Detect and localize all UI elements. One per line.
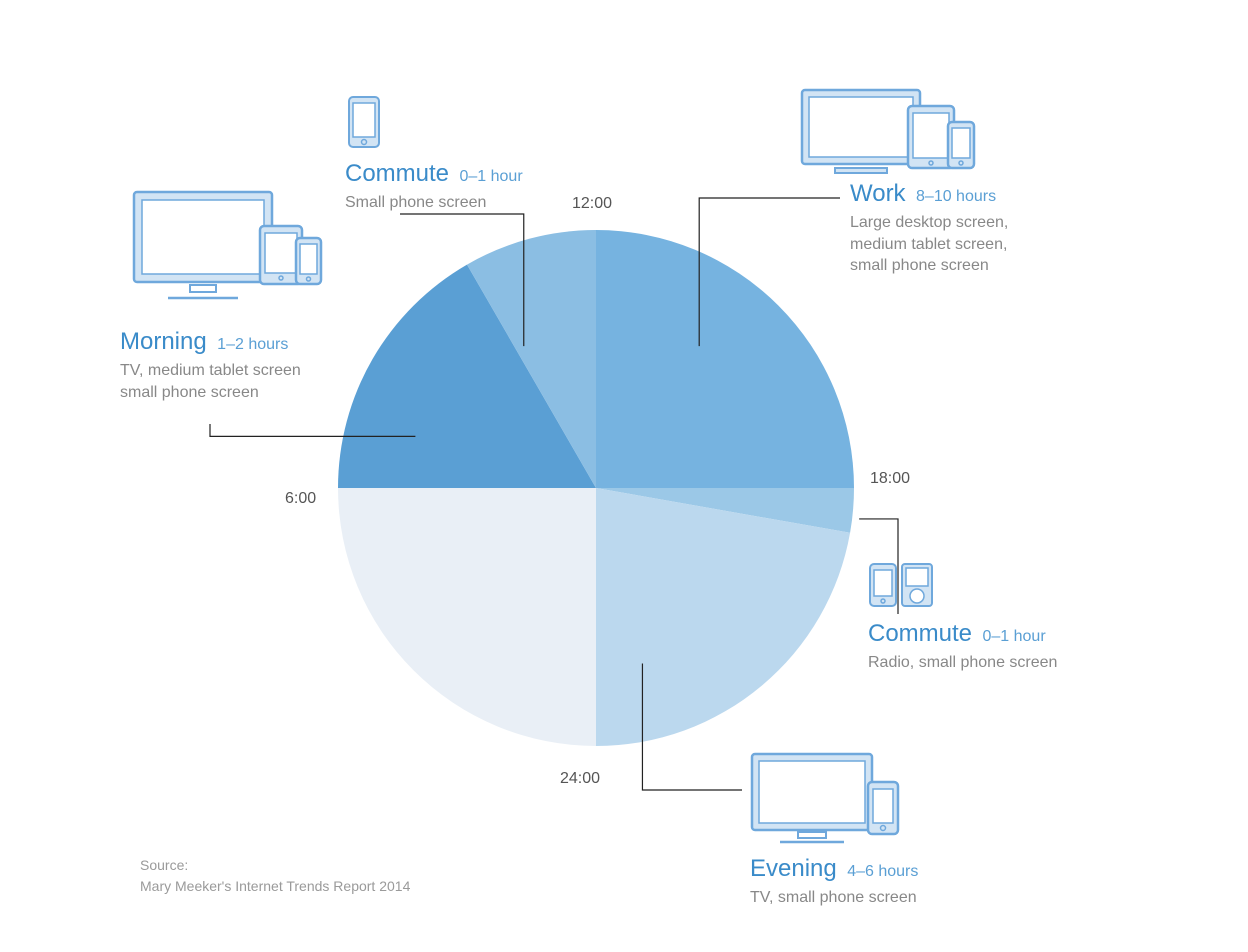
label-work-title: Work xyxy=(850,180,906,207)
source-attribution: Source: Mary Meeker's Internet Trends Re… xyxy=(140,855,410,897)
pie-slice-night xyxy=(338,488,596,746)
label-commute-pm-desc: Radio, small phone screen xyxy=(868,652,1168,674)
desktop-tablet-phone-icon xyxy=(800,88,980,183)
source-text: Mary Meeker's Internet Trends Report 201… xyxy=(140,878,410,894)
label-commute-pm-hours: 0–1 hour xyxy=(982,628,1045,645)
label-work-desc: Large desktop screen,medium tablet scree… xyxy=(850,212,1150,277)
tv-phone-icon xyxy=(750,752,915,847)
source-label: Source: xyxy=(140,857,188,873)
tv-tablet-phone-icon xyxy=(132,190,332,310)
phone-icon xyxy=(347,95,381,149)
label-morning: Morning 1–2 hours TV, medium tablet scre… xyxy=(120,328,420,403)
label-evening-title: Evening xyxy=(750,855,837,882)
label-evening-desc: TV, small phone screen xyxy=(750,887,1050,909)
clock-label-24: 24:00 xyxy=(560,770,600,788)
label-work-hours: 8–10 hours xyxy=(916,188,996,205)
phone-radio-icon xyxy=(868,560,948,610)
label-commute-am-hours: 0–1 hour xyxy=(459,168,522,185)
label-morning-title: Morning xyxy=(120,328,207,355)
label-work: Work 8–10 hours Large desktop screen,med… xyxy=(850,180,1150,277)
label-commute-pm-title: Commute xyxy=(868,620,972,647)
label-commute-pm: Commute 0–1 hour Radio, small phone scre… xyxy=(868,620,1168,674)
label-morning-hours: 1–2 hours xyxy=(217,336,288,353)
label-commute-am: Commute 0–1 hour Small phone screen xyxy=(345,160,645,214)
label-commute-am-title: Commute xyxy=(345,160,449,187)
clock-label-18: 18:00 xyxy=(870,470,910,488)
pie-slice-evening xyxy=(596,488,850,746)
pie-slice-work xyxy=(596,230,854,488)
label-evening-hours: 4–6 hours xyxy=(847,863,918,880)
label-morning-desc: TV, medium tablet screensmall phone scre… xyxy=(120,360,420,403)
label-evening: Evening 4–6 hours TV, small phone screen xyxy=(750,855,1050,909)
day-clock-pie xyxy=(0,0,1248,952)
label-commute-am-desc: Small phone screen xyxy=(345,192,645,214)
clock-label-6: 6:00 xyxy=(285,490,316,508)
